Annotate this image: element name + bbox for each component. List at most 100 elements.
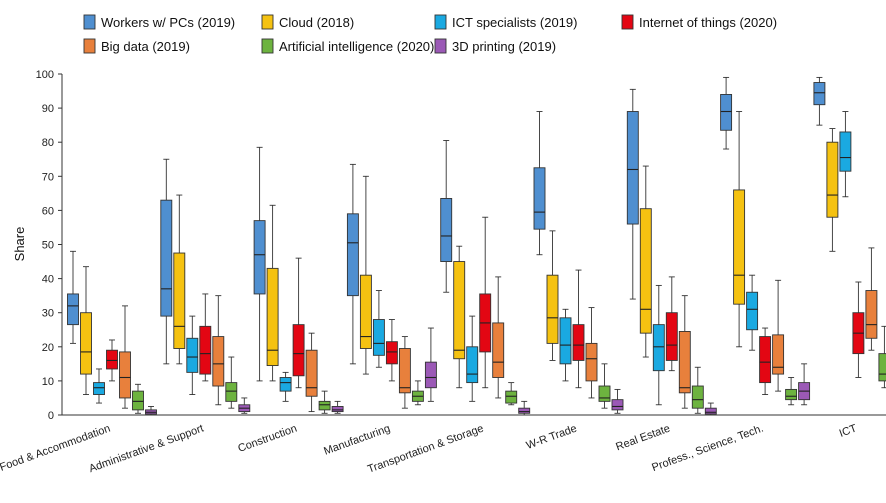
iqr-box xyxy=(785,388,798,401)
legend-swatch xyxy=(434,38,447,54)
iqr-box xyxy=(639,208,652,334)
y-tick-label: 90 xyxy=(42,103,54,115)
box-plot-item xyxy=(119,305,131,409)
y-tick-label: 50 xyxy=(42,240,54,252)
iqr-box xyxy=(453,261,466,360)
legend-label: Workers w/ PCs (2019) xyxy=(101,15,235,30)
x-tick-label: Real Estate xyxy=(614,423,672,454)
iqr-box xyxy=(199,325,212,375)
box-plot-item xyxy=(585,307,598,399)
box-plot-item xyxy=(518,400,531,416)
category-group xyxy=(626,88,717,416)
iqr-box xyxy=(305,349,318,397)
iqr-box xyxy=(598,385,611,402)
category-group xyxy=(813,76,886,389)
legend-swatch xyxy=(261,14,274,30)
legend-swatch xyxy=(434,14,447,30)
y-tick-label: 0 xyxy=(48,410,54,422)
y-tick-label: 80 xyxy=(42,137,54,149)
iqr-box xyxy=(279,377,292,392)
category-group xyxy=(440,140,531,416)
iqr-box xyxy=(678,331,691,394)
iqr-box xyxy=(331,406,344,413)
category-group xyxy=(720,76,811,406)
legend-label: Internet of things (2020) xyxy=(639,15,777,30)
iqr-box xyxy=(492,322,505,378)
box-plot-item xyxy=(453,245,466,389)
x-tick-label: W-R Trade xyxy=(525,423,579,452)
box-plot-item xyxy=(199,293,212,382)
box-plot-item xyxy=(398,336,411,409)
box-plot-item xyxy=(132,383,144,414)
y-tick-label: 60 xyxy=(42,205,54,217)
box-plot-item xyxy=(212,295,225,406)
legend-item: Cloud (2018) xyxy=(261,14,354,30)
iqr-box xyxy=(266,267,279,367)
legend-swatch xyxy=(261,38,274,54)
category-group xyxy=(253,146,344,414)
iqr-box xyxy=(106,349,118,370)
y-axis-label: Share xyxy=(12,227,27,262)
x-tick-label: Construction xyxy=(236,423,298,455)
box-plot-item xyxy=(839,111,852,198)
iqr-box xyxy=(93,382,105,395)
y-tick-label: 100 xyxy=(36,69,54,81)
iqr-box xyxy=(572,324,585,361)
iqr-box xyxy=(80,312,92,375)
legend-item: Artificial intelligence (2020) xyxy=(261,38,434,54)
box-plot-item xyxy=(440,140,453,293)
box-plot-item xyxy=(533,111,546,256)
legend-item: Internet of things (2020) xyxy=(621,14,777,30)
legend-label: 3D printing (2019) xyxy=(452,39,556,54)
box-plot-item xyxy=(225,356,238,409)
iqr-box xyxy=(626,111,639,225)
plot-area xyxy=(67,76,886,416)
legend-swatch xyxy=(83,14,96,30)
iqr-box xyxy=(225,382,238,402)
category-group xyxy=(346,163,437,409)
iqr-box xyxy=(132,390,144,411)
category-group xyxy=(533,111,624,414)
iqr-box xyxy=(346,213,359,297)
iqr-box xyxy=(67,293,79,326)
legend-item: 3D printing (2019) xyxy=(434,38,556,54)
box-plot-item xyxy=(611,388,624,414)
legend-swatch xyxy=(83,38,96,54)
iqr-box xyxy=(585,342,598,382)
box-plot-item xyxy=(559,308,572,382)
box-plot-item xyxy=(772,279,785,392)
box-plot-item xyxy=(813,76,826,126)
box-plot-item xyxy=(733,111,746,348)
box-plot-item xyxy=(331,400,344,414)
x-tick-label: Manufacturing xyxy=(322,423,392,458)
box-plot-item xyxy=(411,380,424,406)
box-plot-item xyxy=(492,276,505,399)
box-plot-item xyxy=(759,327,772,395)
box-plot-item xyxy=(359,175,372,375)
iqr-box xyxy=(878,353,886,382)
box-plot-item xyxy=(67,250,79,344)
iqr-box xyxy=(746,291,759,331)
legend-swatch xyxy=(621,14,634,30)
box-plot-item xyxy=(626,88,639,300)
box-plot-item xyxy=(546,230,559,361)
iqr-box xyxy=(173,252,186,349)
box-plot-item xyxy=(106,339,118,382)
box-plot-item xyxy=(173,194,186,365)
box-plot-item xyxy=(704,402,717,416)
iqr-box xyxy=(466,346,479,384)
y-tick-label: 70 xyxy=(42,171,54,183)
iqr-box xyxy=(359,274,372,349)
box-plot-item xyxy=(878,325,886,389)
box-plot-item xyxy=(746,274,759,351)
iqr-box xyxy=(424,361,437,389)
iqr-box xyxy=(212,336,225,387)
box-plot-item xyxy=(479,216,492,389)
iqr-box xyxy=(253,220,266,295)
x-tick-label: ICT xyxy=(838,422,859,439)
box-plot-item xyxy=(865,247,878,351)
iqr-box xyxy=(665,312,678,361)
iqr-box xyxy=(839,131,852,172)
